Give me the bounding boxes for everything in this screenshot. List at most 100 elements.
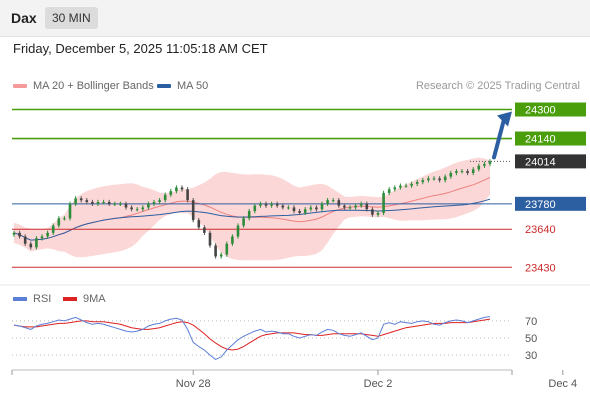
candle (315, 205, 318, 212)
rsi-ma-label: 9MA (83, 293, 106, 305)
candle-body (387, 189, 391, 193)
candle (219, 252, 223, 259)
candle (68, 201, 72, 221)
x-tick-label: Dec 2 (364, 378, 393, 390)
symbol-name: Dax (11, 10, 37, 26)
candle (107, 199, 111, 206)
candle (231, 234, 234, 246)
chart-datetime: Friday, December 5, 2025 11:05:18 AM CET (13, 41, 268, 56)
candle (35, 236, 38, 250)
candle (191, 198, 195, 223)
candle (298, 208, 301, 216)
timeframe-badge[interactable]: 30 MIN (45, 7, 98, 29)
candle-body (309, 207, 313, 210)
candle-body (427, 178, 430, 181)
candle-body (191, 200, 195, 221)
candle-body (163, 194, 167, 201)
candle-body (466, 171, 469, 173)
candle (410, 181, 413, 188)
candle (102, 199, 105, 205)
candle (63, 216, 66, 221)
candle (186, 187, 189, 203)
candle (96, 199, 100, 206)
rsi-label: RSI (33, 293, 52, 305)
candle-body (382, 192, 385, 213)
candle-body (443, 176, 447, 181)
candle-body (57, 218, 61, 226)
candle-body (225, 243, 229, 255)
candle (253, 203, 257, 214)
candle-body (320, 203, 324, 210)
rsi-ma-swatch (63, 297, 77, 302)
candle-body (376, 212, 380, 215)
candle-body (247, 211, 251, 219)
rsi-level-label: 50 (525, 333, 537, 345)
level-tag-label: 24140 (525, 134, 556, 146)
candle-body (35, 238, 38, 248)
candle-body (365, 203, 369, 210)
candle-body (326, 200, 329, 204)
candle-body (102, 202, 105, 204)
candle-body (449, 172, 453, 177)
candle (359, 201, 363, 208)
candle-body (46, 232, 49, 237)
level-tag-box (515, 196, 586, 211)
candle-body (393, 187, 397, 190)
research-credit: Research © 2025 Trading Central (415, 80, 580, 92)
candle (29, 241, 33, 250)
ma50-line (13, 198, 491, 241)
candle (438, 176, 441, 183)
candle-body (455, 171, 458, 173)
candle (57, 216, 61, 228)
candle-body (483, 163, 486, 166)
candle-body (169, 191, 173, 195)
candle-body (410, 183, 413, 186)
candle (242, 216, 245, 228)
candle (376, 210, 380, 217)
candle-body (18, 232, 21, 237)
candle (180, 185, 184, 192)
candle-body (85, 200, 89, 203)
candle (287, 205, 290, 210)
candle (135, 207, 139, 212)
candle (404, 183, 408, 188)
candle-body (259, 203, 262, 206)
candle (264, 201, 268, 208)
candle (415, 179, 419, 187)
candle (281, 203, 285, 210)
candle (12, 230, 16, 237)
candle (270, 201, 273, 208)
candle-body (135, 209, 139, 211)
candle-body (12, 232, 16, 235)
candle-body (130, 207, 133, 210)
candle (175, 185, 178, 194)
level-support-23640: 23640 (12, 224, 556, 236)
candle-body (359, 203, 363, 206)
candle-body (79, 198, 83, 201)
rsi-swatch (13, 297, 27, 302)
level-support-23430: 23430 (12, 262, 556, 274)
bollinger-label: MA 20 + Bollinger Bands (33, 80, 154, 92)
candle-body (91, 202, 94, 204)
candle (488, 159, 492, 167)
candle (449, 170, 453, 179)
level-tag-label: 24300 (525, 105, 556, 117)
candle (432, 176, 436, 181)
candle-body (477, 165, 481, 170)
candle (225, 241, 229, 257)
candle (85, 198, 89, 205)
candle-body (180, 187, 184, 190)
rsi-ma-line (13, 318, 491, 351)
level-last-price-24014: 24014 (470, 154, 586, 169)
candle (365, 201, 369, 212)
candle-body (404, 185, 408, 187)
candle-body (253, 205, 257, 212)
candle-body (264, 203, 268, 206)
x-tick: Dec 4 (548, 370, 577, 390)
candle-body (107, 202, 111, 204)
arrow-head (497, 111, 512, 127)
candle (343, 203, 346, 210)
ma50-label: MA 50 (177, 80, 209, 92)
candle-body (298, 211, 301, 213)
